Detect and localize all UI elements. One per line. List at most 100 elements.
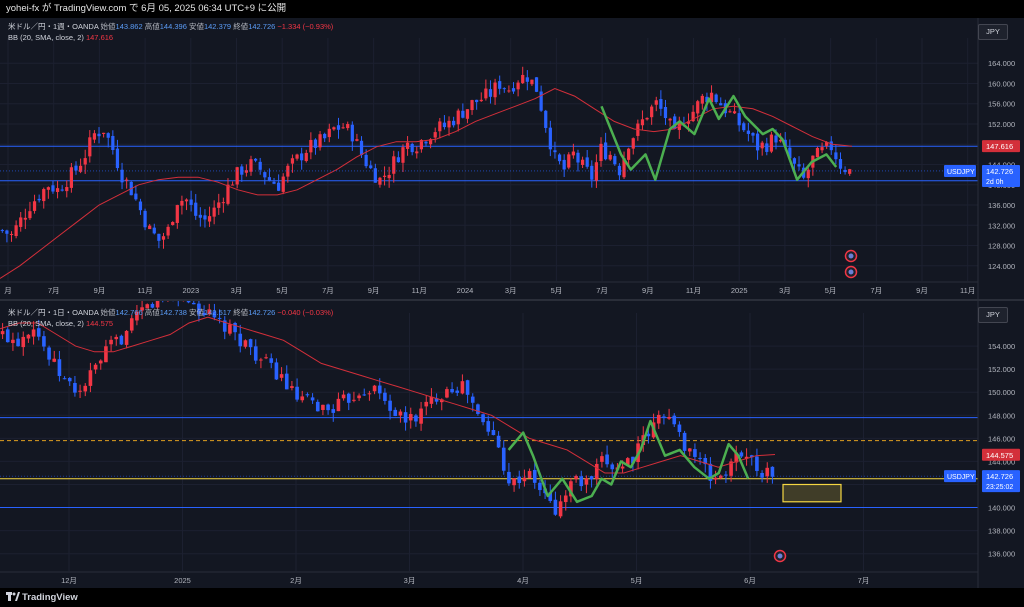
candle-body <box>530 79 534 85</box>
candle-body <box>659 99 663 109</box>
candle-body <box>258 161 262 170</box>
candle-body <box>16 338 20 347</box>
event-marker-dot <box>848 269 854 275</box>
candle-body <box>243 340 248 347</box>
candle-body <box>23 217 27 220</box>
x-tick-label: 12月 <box>61 576 77 585</box>
candle-body <box>222 320 227 332</box>
candle-body <box>217 202 221 208</box>
candle-body <box>281 176 285 192</box>
candle-body <box>313 139 318 148</box>
weekly-low: 142.379 <box>203 22 232 31</box>
candle-body <box>9 233 14 235</box>
candle-body <box>746 130 750 134</box>
candle-body <box>21 336 26 348</box>
candle-body <box>603 142 608 160</box>
daily-currency-button[interactable]: JPY <box>978 307 1008 323</box>
candle-body <box>501 447 506 471</box>
candle-body <box>377 385 382 394</box>
weekly-open: 143.862 <box>115 22 143 31</box>
candle-body <box>274 362 279 380</box>
daily-open: 142.766 <box>115 308 143 317</box>
x-tick-label: 3月 <box>779 286 791 295</box>
weekly-chart-canvas[interactable]: 164.000160.000156.000152.000148.000144.0… <box>0 18 1024 299</box>
candle-body <box>428 139 433 145</box>
candle-body <box>640 119 645 126</box>
candle-body <box>42 189 46 202</box>
candle-body <box>279 374 284 378</box>
candle-body <box>150 303 155 308</box>
candle-body <box>300 153 304 161</box>
candle-body <box>230 184 235 186</box>
candle-body <box>267 177 272 181</box>
candle-body <box>332 127 336 130</box>
candle-body <box>253 346 258 361</box>
candle-body <box>714 94 718 103</box>
candle-body <box>622 158 626 178</box>
x-tick-label: 3月 <box>505 286 517 295</box>
daily-high: 142.738 <box>159 308 187 317</box>
candle-body <box>493 82 497 98</box>
candle-body <box>439 399 444 403</box>
daily-change: −0.040 (−0.03%) <box>277 308 334 317</box>
candle-body <box>119 335 124 345</box>
candle-body <box>326 404 330 411</box>
candle-body <box>135 311 139 321</box>
daily-chart-canvas[interactable]: 154.000 152.000 150.000 148.000 146.000 144.0… <box>0 301 1024 588</box>
candle-body <box>481 414 485 423</box>
candle-body <box>367 393 372 395</box>
weekly-chart-panel[interactable]: 164.000160.000156.000152.000148.000144.0… <box>0 18 1024 299</box>
candle-body <box>617 165 622 176</box>
candle-body <box>32 201 37 211</box>
candle-body <box>484 88 488 99</box>
candle-body <box>705 96 709 103</box>
weekly-currency-button[interactable]: JPY <box>978 24 1008 40</box>
candle-body <box>5 329 10 343</box>
candle-body <box>124 330 129 345</box>
candle-body <box>228 324 232 334</box>
weekly-legend: 米ドル／円・1週・OANDA 始値143.862 高値144.396 安値142… <box>8 22 334 31</box>
candle-body <box>563 495 568 503</box>
candle-body <box>383 392 387 401</box>
tradingview-brand: TradingView <box>22 592 78 603</box>
candle-body <box>656 414 661 424</box>
candle-body <box>667 416 671 419</box>
candle-body <box>166 226 170 236</box>
candle-body <box>305 394 310 396</box>
candle-body <box>378 177 382 185</box>
candle-body <box>52 358 57 362</box>
candle-body <box>517 476 522 484</box>
candle-body <box>396 157 400 163</box>
x-tick-label: 2025 <box>174 576 191 585</box>
candle-body <box>28 211 32 219</box>
candle-body <box>98 360 103 364</box>
daily-symbol: 米ドル／円・1日・OANDA <box>8 308 99 317</box>
candle-body <box>419 139 424 150</box>
candle-body <box>820 147 824 151</box>
candle-body <box>198 214 202 218</box>
candle-body <box>244 170 249 173</box>
candle-body <box>424 141 428 144</box>
y-tick-label: 132.000 <box>988 221 1015 230</box>
candle-body <box>138 201 143 211</box>
candle-body <box>553 499 558 515</box>
bb-basis-line <box>0 316 776 474</box>
daily-low: 142.517 <box>203 308 232 317</box>
candle-body <box>161 236 166 240</box>
candle-body <box>774 135 778 143</box>
candle-body <box>295 154 299 159</box>
daily-chart-panel[interactable]: 154.000 152.000 150.000 148.000 146.000 144.0… <box>0 301 1024 588</box>
candle-body <box>359 140 364 155</box>
y-tick-label: 152.000 <box>988 120 1015 129</box>
symbol-tag-label: USDJPY <box>947 169 975 176</box>
panel-separator[interactable] <box>0 299 1024 301</box>
candle-body <box>382 175 387 177</box>
candle-body <box>521 74 525 84</box>
candle-body <box>42 336 46 347</box>
candle-body <box>180 200 184 206</box>
candle-body <box>594 463 599 480</box>
candle-body <box>129 318 134 331</box>
candle-body <box>512 478 516 486</box>
candle-body <box>783 139 787 147</box>
weekly-indicator-value: 147.616 <box>85 33 114 42</box>
